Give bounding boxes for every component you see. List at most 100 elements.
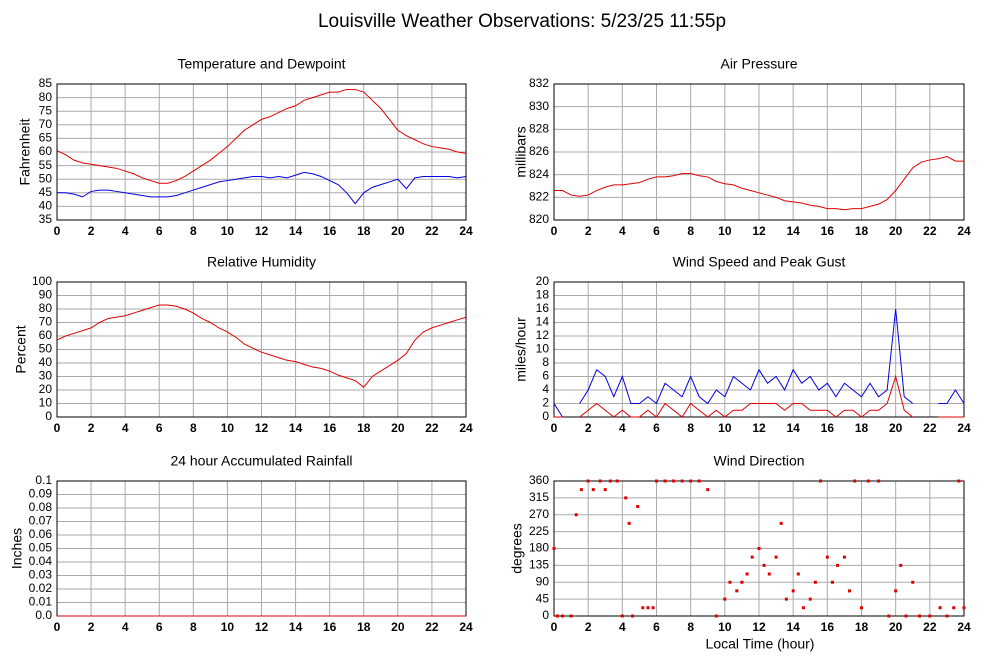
y-tick-label: 75 [39,103,53,117]
data-line [56,88,467,184]
x-tick-label: 16 [821,421,835,435]
data-point [663,479,667,483]
x-tick-label: 24 [957,620,971,634]
x-tick-label: 20 [391,224,405,238]
y-axis-label: Fahrenheit [17,118,33,185]
y-tick-label: 4 [542,382,549,396]
page-title: Louisville Weather Observations: 5/23/25… [318,11,726,32]
x-tick-label: 4 [619,620,626,634]
plot-frame [56,281,467,418]
data-point [586,479,590,483]
x-tick-label: 16 [323,224,337,238]
x-tick-label: 22 [923,620,937,634]
y-tick-label: 65 [39,131,53,145]
data-point [836,563,840,567]
chart-panel: Temperature and DewpointFahrenheit354045… [17,56,473,238]
data-point [624,496,628,500]
y-axis-label: miles/hour [513,317,529,382]
data-point [784,597,788,601]
y-axis-label: Inches [9,528,25,569]
x-tick-label: 18 [855,620,869,634]
y-tick-label: 0.03 [29,568,53,582]
data-point [579,488,583,492]
chart-panel: Wind Speed and Peak Gustmiles/hour024681… [513,254,971,435]
y-tick-label: 70 [39,315,53,329]
x-tick-label: 18 [855,224,869,238]
data-point [853,479,857,483]
data-point [918,614,922,618]
data-point [757,547,761,550]
data-point [555,614,559,618]
x-tick-label: 22 [425,421,439,435]
chart-title: 24 hour Accumulated Rainfall [170,453,352,469]
y-tick-label: 360 [529,473,549,487]
y-tick-label: 50 [39,342,53,356]
chart-panel: Wind Directiondegrees0459013518022527031… [509,453,971,634]
y-tick-label: 20 [536,274,550,288]
data-point [714,614,718,618]
x-tick-label: 22 [425,620,439,634]
x-tick-label: 24 [957,224,971,238]
x-tick-label: 10 [718,421,732,435]
y-tick-label: 85 [39,76,53,90]
chart-title: Temperature and Dewpoint [177,56,345,72]
x-tick-label: 24 [459,224,473,238]
x-tick-label: 12 [255,224,269,238]
x-tick-label: 2 [88,620,95,634]
x-tick-label: 22 [923,421,937,435]
chart-title: Wind Speed and Peak Gust [673,254,846,270]
x-tick-label: 2 [88,421,95,435]
data-point [598,479,602,483]
data-point [651,606,655,610]
x-tick-label: 10 [718,224,732,238]
y-tick-label: 0.01 [29,595,53,609]
y-tick-label: 225 [529,524,549,538]
chart-title: Wind Direction [713,453,804,469]
y-tick-label: 0 [542,608,549,622]
x-tick-label: 2 [585,421,592,435]
y-tick-label: 70 [39,117,53,131]
x-tick-label: 6 [653,620,660,634]
data-line [553,308,965,418]
x-tick-label: 12 [752,421,766,435]
x-tick-label: 20 [889,421,903,435]
y-tick-label: 0.0 [35,608,52,622]
y-tick-label: 10 [536,342,550,356]
data-point [735,589,739,593]
data-point [723,597,727,601]
y-tick-label: 830 [529,99,549,113]
data-point [887,614,891,618]
y-tick-label: 6 [542,369,549,383]
data-point [962,606,966,610]
x-tick-label: 12 [752,620,766,634]
chart-panel: Relative HumidityPercent0102030405060708… [13,254,473,435]
x-tick-label: 12 [255,620,269,634]
y-tick-label: 828 [529,122,549,136]
y-tick-label: 30 [39,369,53,383]
y-tick-label: 10 [39,396,53,410]
data-point [740,580,744,584]
x-tick-label: 16 [821,620,835,634]
x-tick-label: 2 [88,224,95,238]
data-point [791,589,795,593]
x-tick-label: 6 [156,224,163,238]
data-point [627,521,631,525]
data-line [554,374,964,418]
data-point [680,479,684,483]
data-point [801,606,805,610]
plot-frame [56,83,467,221]
x-tick-label: 8 [687,421,694,435]
y-tick-label: 60 [39,144,53,158]
x-tick-label: 4 [619,421,626,435]
x-tick-label: 4 [122,620,129,634]
x-tick-label: 18 [357,620,371,634]
x-tick-label: 22 [923,224,937,238]
y-axis-label: millibars [513,126,529,177]
y-tick-label: 832 [529,76,549,90]
x-tick-label: 18 [357,421,371,435]
data-point [957,479,961,483]
x-tick-label: 2 [585,224,592,238]
y-tick-label: 20 [39,382,53,396]
data-line [56,304,467,389]
data-point [615,479,619,483]
